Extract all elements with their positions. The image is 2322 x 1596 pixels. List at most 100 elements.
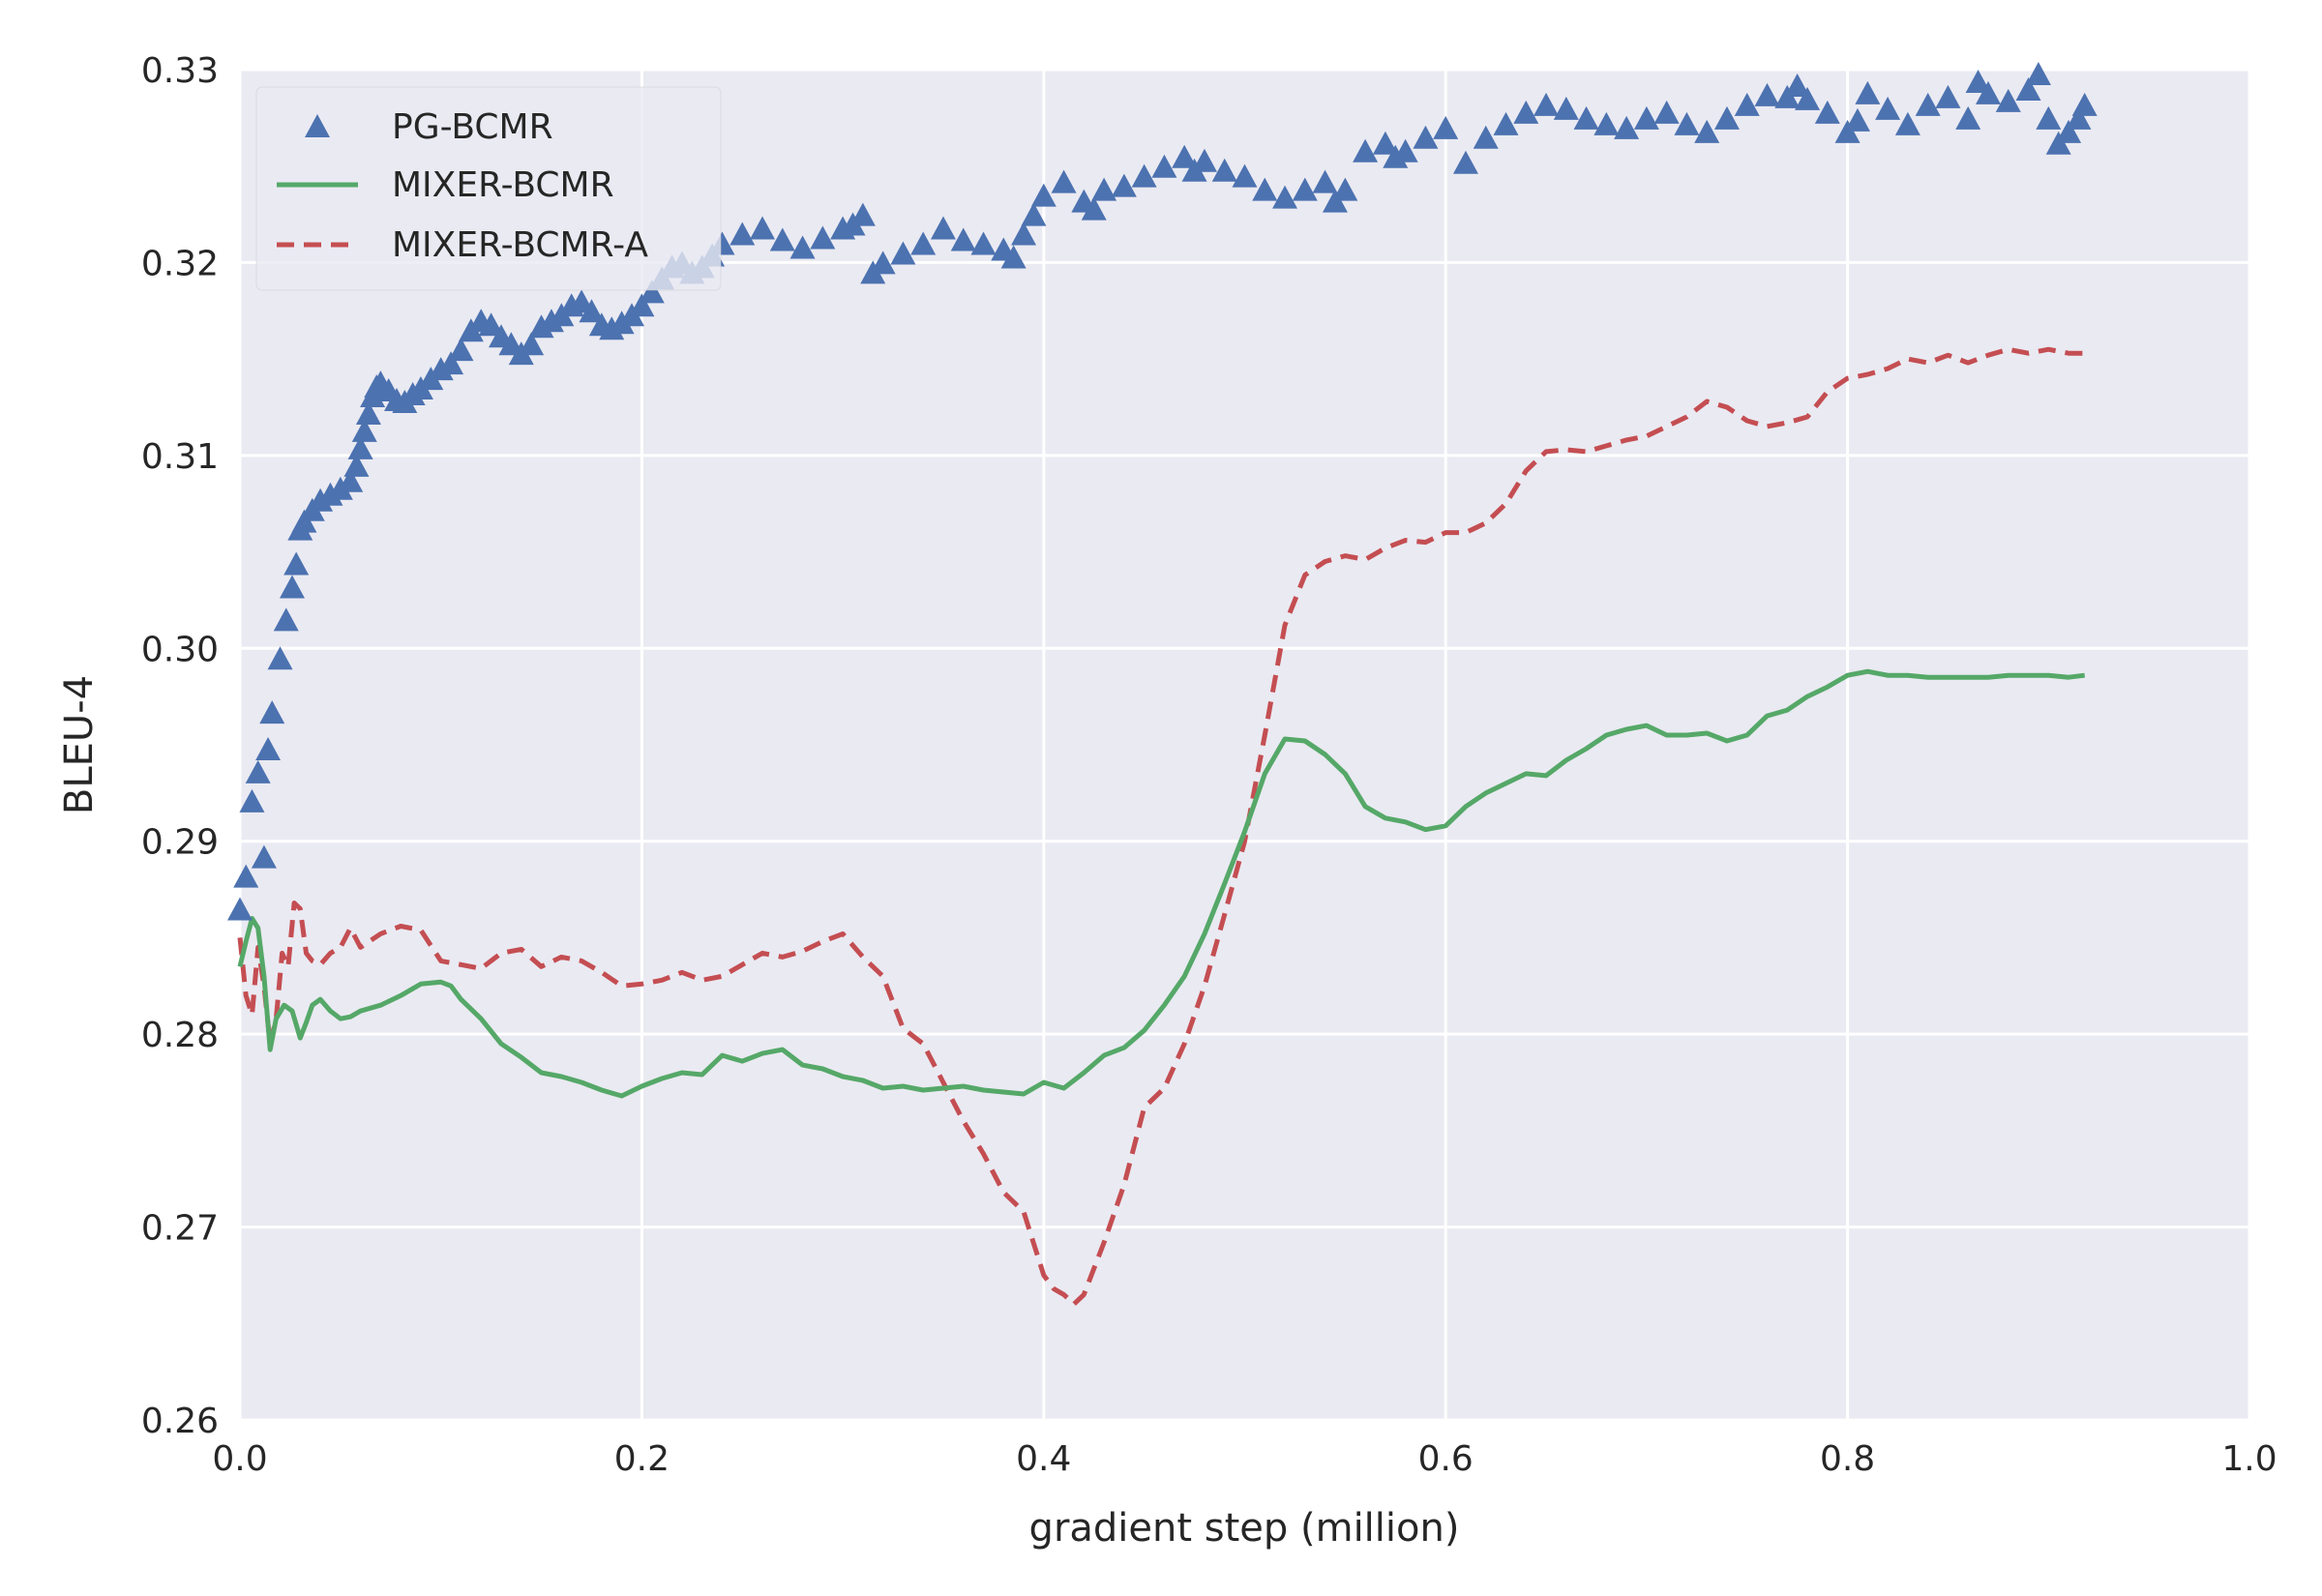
y-tick-label: 0.32	[141, 244, 219, 283]
y-axis-label: BLEU-4	[57, 675, 102, 814]
x-tick-label: 1.0	[2221, 1439, 2277, 1479]
x-axis-label: gradient step (million)	[1029, 1506, 1460, 1551]
data-point	[233, 864, 259, 888]
data-point	[1814, 100, 1840, 124]
data-point	[1232, 163, 1258, 188]
data-point	[1975, 80, 2001, 104]
data-point	[267, 646, 293, 670]
series-line-mixer-bcmr	[237, 668, 2085, 1099]
data-point	[478, 312, 504, 337]
plot-area	[240, 70, 2249, 1420]
legend-label-mixer-bcmr: MIXER-BCMR	[392, 165, 614, 205]
y-tick-label: 0.28	[141, 1016, 219, 1055]
y-tick-label: 0.31	[141, 437, 219, 477]
data-point	[769, 227, 795, 251]
data-point	[1633, 105, 1659, 130]
data-point	[1965, 69, 1991, 93]
data-point	[351, 418, 377, 442]
data-point	[1452, 150, 1478, 174]
data-point	[1151, 154, 1177, 178]
data-point	[870, 251, 896, 275]
data-point	[259, 700, 285, 724]
data-point	[1754, 82, 1780, 106]
data-point	[1131, 163, 1157, 188]
series-line-mixer-bcmr-a	[237, 346, 2085, 1307]
legend: PG-BCMR MIXER-BCMR MIXER-BCMR-A	[255, 86, 722, 291]
y-tick-label: 0.26	[141, 1402, 219, 1441]
y-tick-label: 0.27	[141, 1209, 219, 1249]
data-point	[1653, 100, 1680, 124]
data-point	[1795, 86, 1821, 110]
legend-label-pg-bcmr: PG-BCMR	[392, 107, 553, 147]
data-point	[251, 844, 277, 869]
data-point	[1493, 111, 1519, 135]
data-point	[1021, 202, 1047, 226]
data-point	[1030, 183, 1057, 207]
data-point	[890, 241, 916, 265]
data-point	[2071, 92, 2098, 116]
y-tick-label: 0.29	[141, 823, 219, 863]
data-point	[2056, 119, 2082, 143]
data-point	[1011, 222, 1037, 246]
data-point	[1211, 158, 1237, 182]
data-point	[1533, 92, 1560, 116]
x-tick-label: 0.6	[1418, 1439, 1474, 1479]
x-tick-label: 0.8	[1820, 1439, 1875, 1479]
data-point	[970, 231, 997, 255]
data-point	[2015, 76, 2041, 101]
data-point	[239, 788, 265, 813]
data-point	[280, 575, 306, 599]
x-tick-label: 0.0	[212, 1439, 267, 1479]
data-point	[639, 280, 665, 304]
data-point	[1272, 185, 1298, 209]
data-point	[347, 435, 373, 459]
data-point	[1191, 148, 1217, 172]
data-point	[1111, 173, 1137, 197]
data-point	[1091, 177, 1117, 201]
data-point	[579, 299, 605, 323]
data-point	[1172, 144, 1198, 168]
data-point	[1473, 125, 1499, 149]
data-point	[729, 222, 756, 246]
data-point	[629, 293, 655, 317]
data-point	[1855, 80, 1881, 104]
data-point	[1875, 96, 1901, 120]
data-point	[1935, 84, 1961, 108]
data-point	[519, 332, 545, 356]
legend-box	[255, 86, 722, 291]
data-point	[2066, 105, 2092, 130]
data-point	[1553, 96, 1579, 120]
data-point	[283, 551, 310, 576]
data-point	[1081, 196, 1107, 221]
data-point	[930, 216, 956, 240]
data-point	[355, 400, 381, 425]
data-point	[343, 453, 370, 477]
data-point	[1593, 111, 1620, 135]
data-point	[1000, 245, 1027, 269]
data-point	[1372, 131, 1398, 155]
data-point	[2025, 61, 2051, 85]
legend-marker-pg-bcmr	[305, 114, 330, 137]
data-point	[1734, 92, 1760, 116]
data-point	[1674, 111, 1700, 135]
data-point	[1513, 100, 1539, 124]
data-point	[1713, 105, 1740, 130]
data-point	[1614, 115, 1640, 139]
y-tick-label: 0.33	[141, 51, 219, 91]
data-point	[1392, 138, 1418, 163]
x-tick-label: 0.2	[614, 1439, 670, 1479]
legend-label-mixer-bcmr-a: MIXER-BCMR-A	[392, 225, 648, 265]
data-point	[273, 607, 299, 632]
data-point	[2036, 105, 2062, 130]
data-point	[789, 235, 816, 259]
data-point	[1353, 138, 1379, 163]
data-point	[1784, 73, 1810, 97]
data-point	[1844, 107, 1870, 132]
x-tick-label: 0.4	[1016, 1439, 1071, 1479]
data-point	[1433, 115, 1459, 139]
data-point	[810, 225, 836, 250]
data-point	[1694, 119, 1720, 143]
data-point	[1915, 92, 1941, 116]
data-point	[438, 351, 464, 375]
